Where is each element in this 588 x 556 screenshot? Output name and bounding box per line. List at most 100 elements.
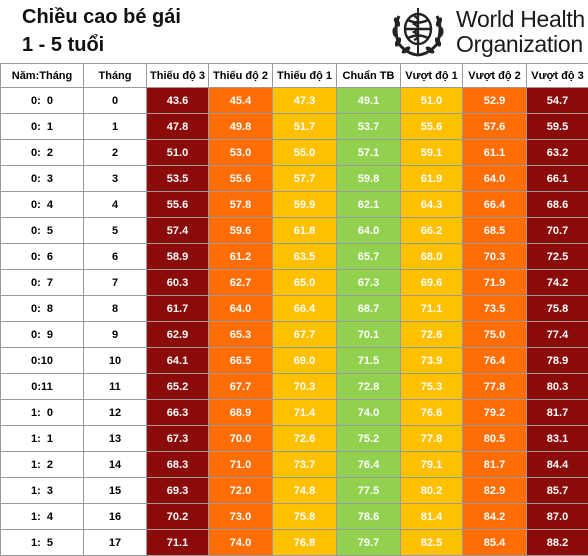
- height-cell: 53.7: [337, 114, 401, 140]
- height-cell: 64.0: [337, 218, 401, 244]
- age-cell: 1: 2: [1, 452, 84, 478]
- height-cell: 77.8: [401, 426, 463, 452]
- height-cell: 87.0: [527, 504, 588, 530]
- age-cell: 1: 3: [1, 478, 84, 504]
- column-header: Thiếu độ 3: [147, 64, 209, 88]
- height-cell: 78.9: [527, 348, 588, 374]
- height-cell: 49.1: [337, 88, 401, 114]
- age-cell: 0: 8: [1, 296, 84, 322]
- age-cell: 0:11: [1, 374, 84, 400]
- height-cell: 85.4: [463, 530, 527, 556]
- month-cell: 17: [84, 530, 147, 556]
- height-cell: 68.5: [463, 218, 527, 244]
- height-cell: 64.3: [401, 192, 463, 218]
- column-header: Vượt độ 2: [463, 64, 527, 88]
- height-cell: 43.6: [147, 88, 209, 114]
- height-cell: 59.8: [337, 166, 401, 192]
- height-cell: 80.5: [463, 426, 527, 452]
- age-cell: 0: 2: [1, 140, 84, 166]
- height-cell: 67.3: [147, 426, 209, 452]
- height-cell: 72.8: [337, 374, 401, 400]
- height-cell: 57.7: [273, 166, 337, 192]
- age-cell: 0:10: [1, 348, 84, 374]
- height-cell: 76.8: [273, 530, 337, 556]
- height-cell: 70.2: [147, 504, 209, 530]
- height-cell: 57.1: [337, 140, 401, 166]
- height-cell: 61.2: [209, 244, 273, 270]
- height-cell: 88.2: [527, 530, 588, 556]
- height-cell: 70.3: [463, 244, 527, 270]
- month-cell: 7: [84, 270, 147, 296]
- age-cell: 1: 0: [1, 400, 84, 426]
- height-cell: 66.2: [401, 218, 463, 244]
- column-header: Chuẩn TB: [337, 64, 401, 88]
- height-cell: 73.7: [273, 452, 337, 478]
- height-cell: 84.4: [527, 452, 588, 478]
- height-cell: 71.9: [463, 270, 527, 296]
- height-cell: 59.9: [273, 192, 337, 218]
- height-cell: 68.0: [401, 244, 463, 270]
- height-cell: 71.0: [209, 452, 273, 478]
- height-cell: 82.9: [463, 478, 527, 504]
- height-cell: 74.0: [337, 400, 401, 426]
- height-cell: 64.0: [209, 296, 273, 322]
- month-cell: 5: [84, 218, 147, 244]
- month-cell: 3: [84, 166, 147, 192]
- column-header: Thiếu độ 2: [209, 64, 273, 88]
- height-cell: 45.4: [209, 88, 273, 114]
- age-cell: 0: 3: [1, 166, 84, 192]
- age-cell: 0: 5: [1, 218, 84, 244]
- age-cell: 0: 6: [1, 244, 84, 270]
- month-cell: 4: [84, 192, 147, 218]
- column-header: Tháng: [84, 64, 147, 88]
- height-cell: 57.8: [209, 192, 273, 218]
- height-cell: 51.7: [273, 114, 337, 140]
- height-cell: 79.7: [337, 530, 401, 556]
- height-cell: 66.5: [209, 348, 273, 374]
- height-cell: 64.0: [463, 166, 527, 192]
- height-cell: 55.6: [401, 114, 463, 140]
- month-cell: 14: [84, 452, 147, 478]
- height-cell: 65.2: [147, 374, 209, 400]
- height-cell: 78.6: [337, 504, 401, 530]
- age-cell: 1: 5: [1, 530, 84, 556]
- height-cell: 69.3: [147, 478, 209, 504]
- month-cell: 13: [84, 426, 147, 452]
- height-cell: 81.4: [401, 504, 463, 530]
- height-cell: 52.9: [463, 88, 527, 114]
- height-cell: 75.0: [463, 322, 527, 348]
- height-cell: 76.4: [463, 348, 527, 374]
- month-cell: 1: [84, 114, 147, 140]
- height-cell: 53.0: [209, 140, 273, 166]
- height-cell: 77.4: [527, 322, 588, 348]
- height-cell: 68.6: [527, 192, 588, 218]
- height-cell: 77.8: [463, 374, 527, 400]
- height-cell: 67.3: [337, 270, 401, 296]
- height-cell: 62.1: [337, 192, 401, 218]
- height-cell: 73.0: [209, 504, 273, 530]
- height-cell: 75.8: [273, 504, 337, 530]
- height-cell: 71.1: [401, 296, 463, 322]
- height-cell: 76.6: [401, 400, 463, 426]
- height-cell: 69.6: [401, 270, 463, 296]
- month-cell: 15: [84, 478, 147, 504]
- page-subtitle: 1 - 5 tuổi: [22, 34, 104, 57]
- height-cell: 66.4: [463, 192, 527, 218]
- height-cell: 63.5: [273, 244, 337, 270]
- logo-text-line2: Organization: [456, 31, 583, 58]
- age-cell: 0: 1: [1, 114, 84, 140]
- month-cell: 11: [84, 374, 147, 400]
- column-header: Vượt độ 1: [401, 64, 463, 88]
- height-cell: 75.3: [401, 374, 463, 400]
